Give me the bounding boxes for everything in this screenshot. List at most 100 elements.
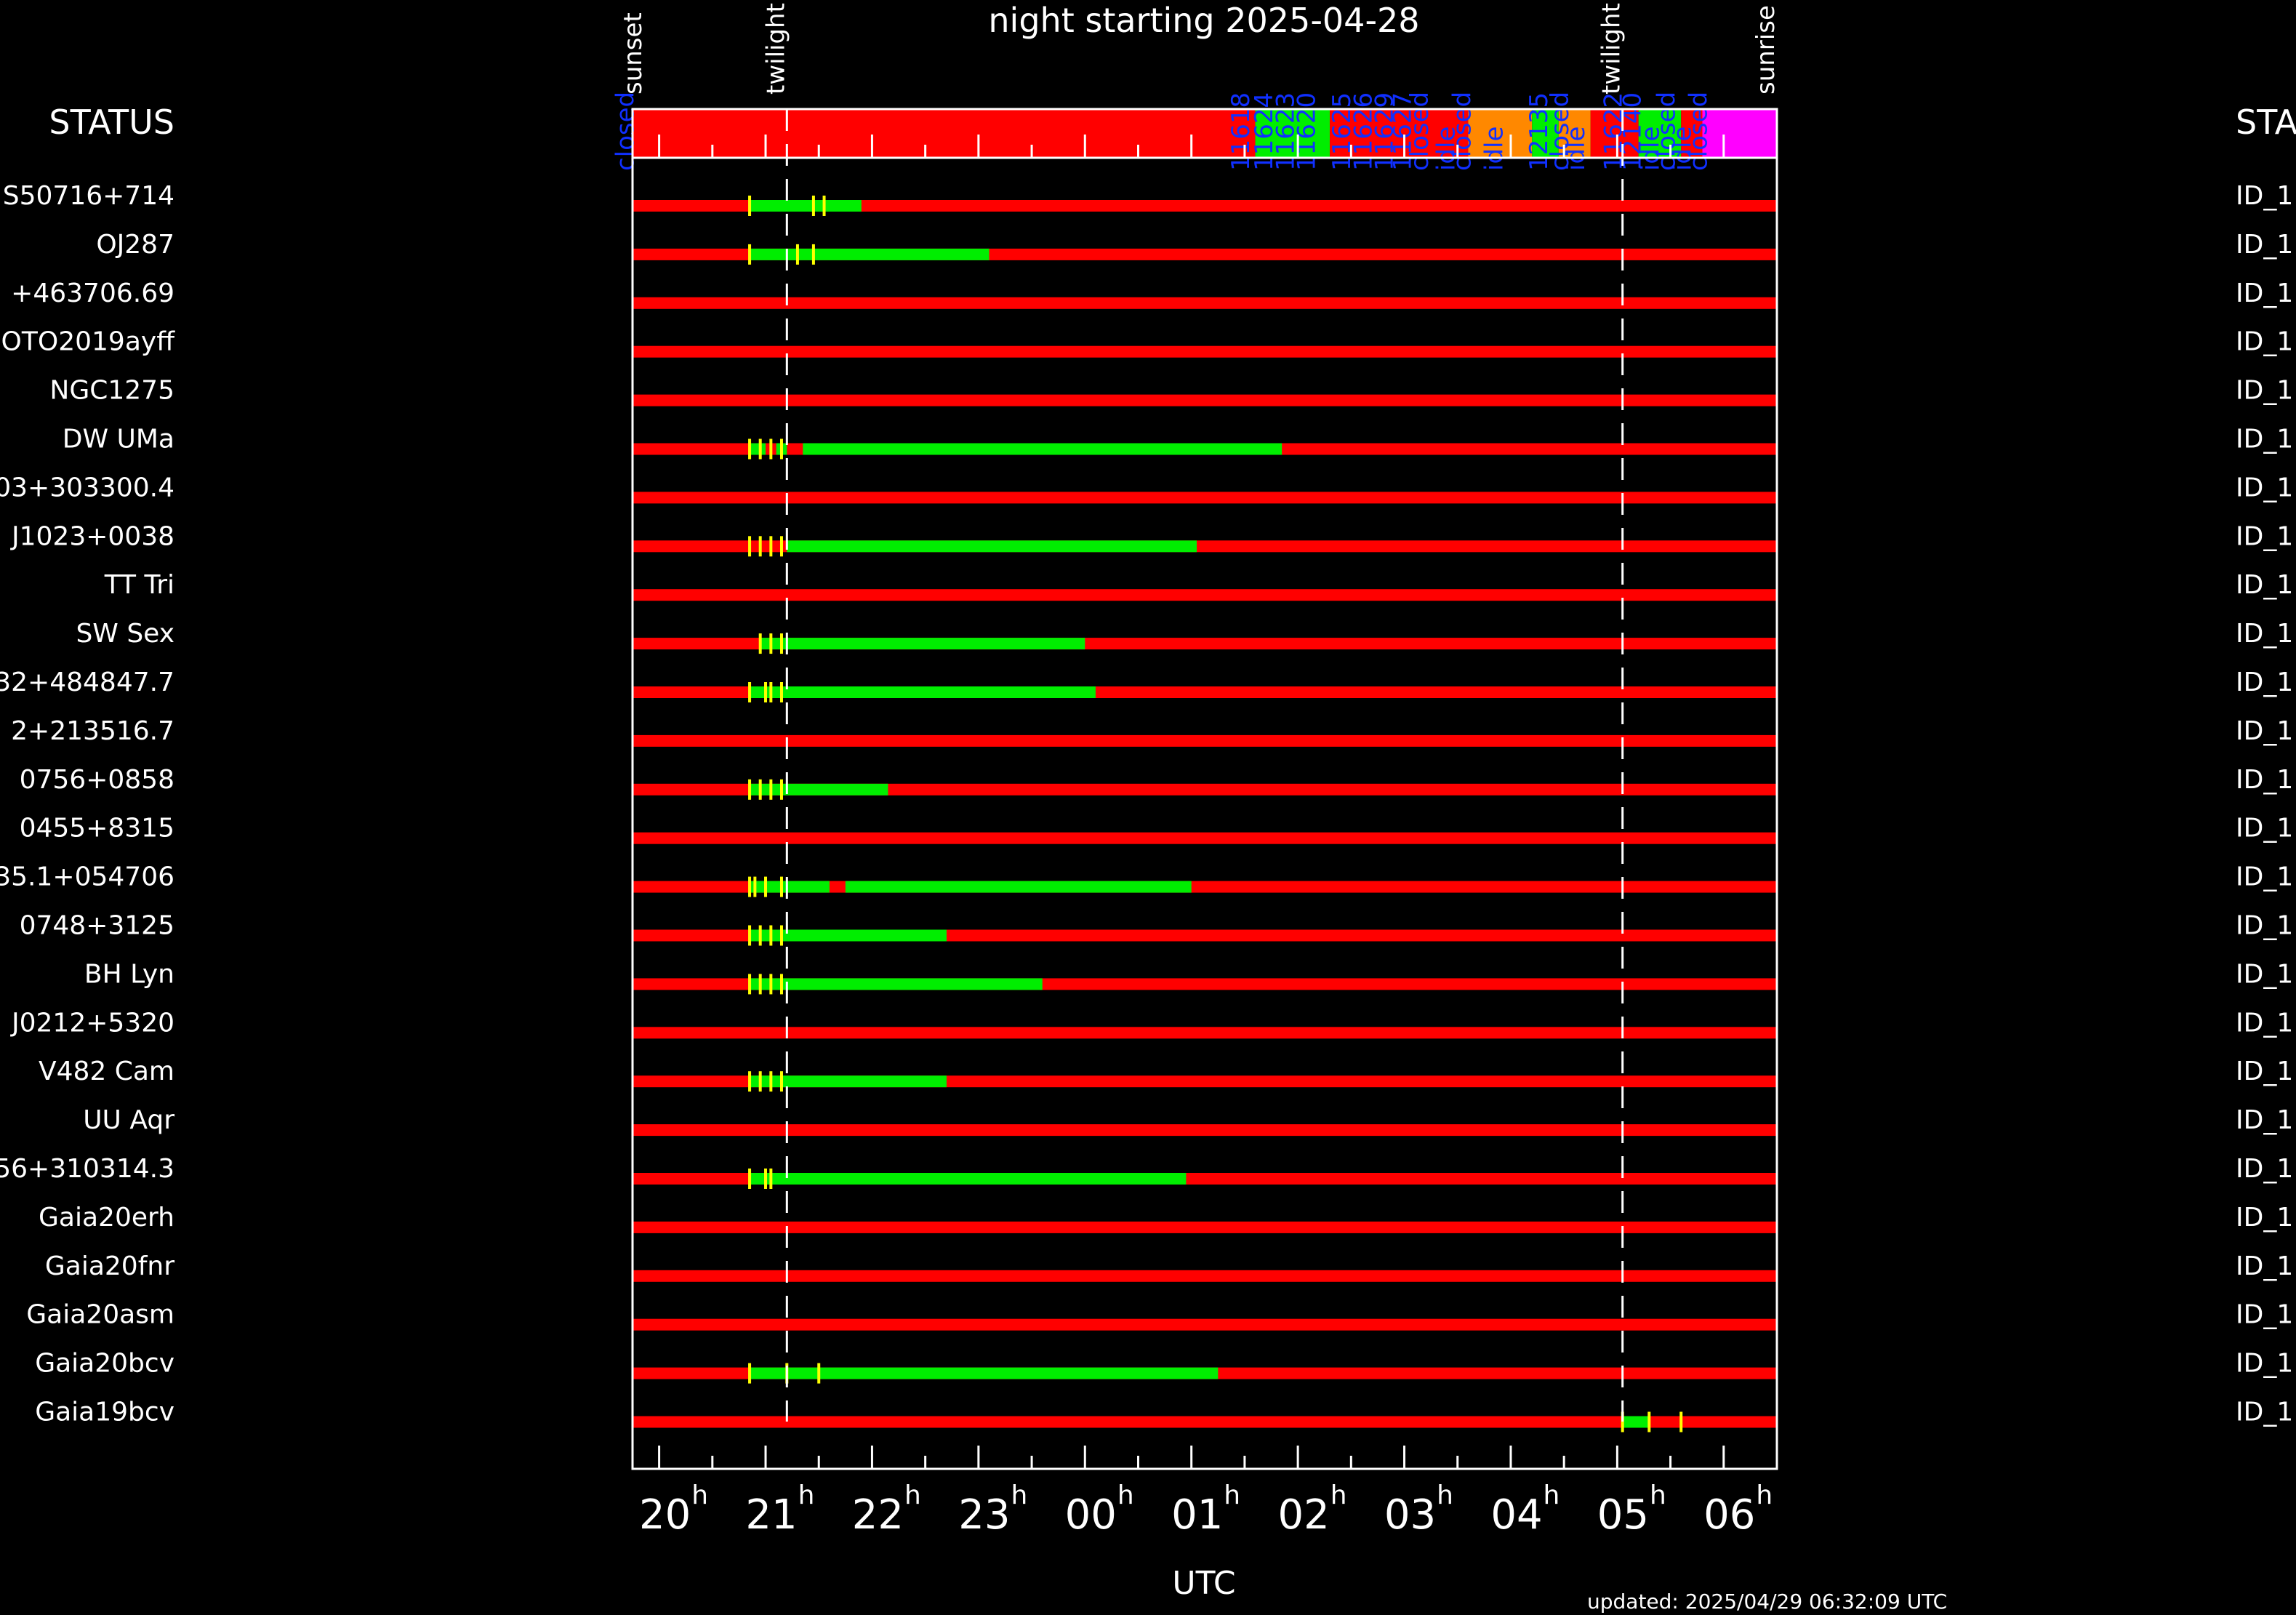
observable-bar: [750, 248, 990, 260]
target-row: DW UMa ID_1: [63, 425, 2293, 460]
target-status: ID_1: [2236, 668, 2293, 697]
target-row: J1023+0038 ID_1: [10, 521, 2293, 557]
unavailable-bar: [633, 589, 1777, 601]
target-row: 03+303300.4 ID_1: [0, 473, 2293, 504]
status-label: closed: [1448, 92, 1477, 171]
exposure-tick: [817, 1363, 821, 1384]
target-name: OJ287: [96, 230, 174, 260]
exposure-tick: [769, 779, 773, 800]
observable-bar: [750, 783, 888, 796]
status-segment: [1468, 109, 1533, 158]
status-label: closed: [611, 92, 641, 171]
target-name: J1023+0038: [10, 521, 174, 551]
target-row: S50716+714 ID_1: [3, 181, 2293, 216]
tick-label: 05: [1597, 1491, 1649, 1539]
left-status-header: STATUS: [49, 103, 174, 142]
target-status: ID_1: [2236, 230, 2293, 260]
observable-bar: [750, 929, 947, 942]
target-name: UU Aqr: [83, 1105, 174, 1135]
unavailable-bar: [633, 832, 1777, 844]
target-status: ID_1: [2236, 1203, 2293, 1233]
unavailable-bar: [633, 1221, 1777, 1233]
observable-bar: [1622, 1416, 1650, 1428]
target-status: ID_1: [2236, 1008, 2293, 1038]
observable-bar: [750, 1075, 947, 1088]
target-row: GOTO2019ayff ID_1: [0, 327, 2293, 358]
sun-markers: sunset twilight twilight sunrise: [619, 3, 1781, 1422]
exposure-tick: [758, 633, 762, 654]
target-status: ID_1: [2236, 376, 2293, 406]
exposure-tick: [748, 1071, 752, 1092]
target-status: ID_1: [2236, 765, 2293, 795]
status-label: 11620: [1293, 92, 1322, 171]
target-name: 0748+3125: [20, 911, 174, 941]
exposure-tick: [769, 1071, 773, 1092]
target-name: NGC1275: [49, 376, 174, 406]
exposure-tick: [779, 779, 783, 800]
target-status: ID_1: [2236, 1300, 2293, 1330]
unavailable-bar: [633, 1027, 1777, 1039]
status-label: idle: [1562, 127, 1591, 171]
tick-label: 03: [1384, 1491, 1436, 1539]
unavailable-bar: [633, 783, 1777, 796]
target-row: Gaia19bcv ID_1: [35, 1398, 2293, 1432]
target-status: ID_1: [2236, 278, 2293, 308]
exposure-tick: [779, 682, 783, 702]
target-status: ID_1: [2236, 1398, 2293, 1427]
status-label: idle: [1480, 127, 1509, 171]
target-row: Gaia20fnr ID_1: [45, 1251, 2293, 1282]
status-label: idle: [1637, 127, 1666, 171]
exposure-tick: [753, 876, 757, 897]
target-row: +463706.69 ID_1: [11, 278, 2293, 309]
exposure-tick: [769, 633, 773, 654]
plot-border: [631, 108, 1778, 1470]
exposure-tick: [1679, 1411, 1683, 1432]
target-name: Gaia20erh: [39, 1203, 174, 1233]
target-status: ID_1: [2236, 1057, 2293, 1086]
status-label: closed: [1405, 92, 1434, 171]
exposure-tick: [758, 925, 762, 946]
target-name: Gaia19bcv: [35, 1398, 174, 1427]
target-row: SW Sex ID_1: [76, 619, 2293, 654]
tick-label-suffix: h: [1224, 1480, 1240, 1510]
target-status: ID_1: [2236, 716, 2293, 746]
target-name: S50716+714: [3, 181, 174, 211]
exposure-tick: [758, 1071, 762, 1092]
right-status-header: STA: [2236, 103, 2296, 142]
unavailable-bar: [633, 1318, 1777, 1331]
status-segment: [633, 109, 1256, 158]
twilight-label: twilight: [1597, 3, 1626, 95]
target-status: ID_1: [2236, 814, 2293, 843]
exposure-tick: [822, 196, 826, 216]
target-name: Gaia20fnr: [45, 1251, 174, 1281]
target-row: TT Tri ID_1: [104, 570, 2293, 601]
sunrise-label: sunrise: [1751, 5, 1781, 95]
target-row: 2+213516.7 ID_1: [11, 716, 2293, 747]
exposure-tick: [795, 244, 799, 265]
target-name: TT Tri: [104, 570, 174, 600]
tick-label: 01: [1171, 1491, 1223, 1539]
tick-label-suffix: h: [1756, 1480, 1773, 1510]
unavailable-bar: [633, 394, 1777, 406]
target-name: DW UMa: [63, 425, 174, 454]
unavailable-bar: [633, 492, 1777, 504]
status-label: idle: [1432, 127, 1461, 171]
target-name: +463706.69: [11, 278, 174, 308]
target-name: J0212+5320: [10, 1008, 174, 1038]
target-row: 35.1+054706 ID_1: [0, 862, 2293, 897]
exposure-tick: [779, 536, 783, 557]
observable-bar: [760, 638, 1085, 650]
exposure-tick: [769, 974, 773, 995]
exposure-tick: [779, 876, 783, 897]
exposure-tick: [779, 633, 783, 654]
sunset-label: sunset: [619, 12, 648, 95]
exposure-tick: [764, 1169, 768, 1189]
target-name: SW Sex: [76, 619, 174, 649]
tick-label-suffix: h: [691, 1480, 708, 1510]
target-row: 32+484847.7 ID_1: [0, 668, 2293, 702]
target-status: ID_1: [2236, 521, 2293, 551]
chart-title: night starting 2025-04-28: [988, 1, 1419, 40]
exposure-tick: [769, 682, 773, 702]
target-status: ID_1: [2236, 911, 2293, 941]
status-segment: [1255, 109, 1330, 158]
